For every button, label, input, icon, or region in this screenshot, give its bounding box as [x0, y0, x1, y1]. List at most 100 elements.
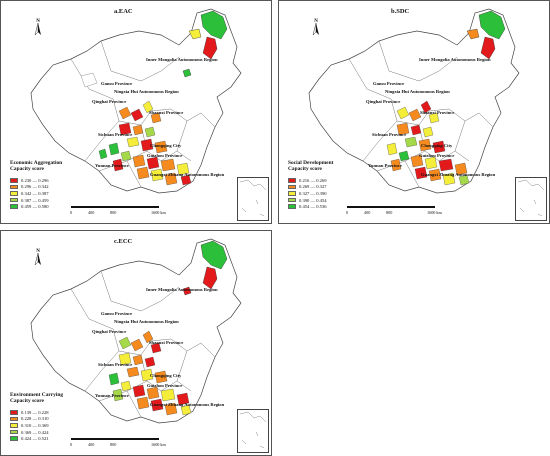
label-ningxia: Ningxia Hui Autonomous Region [385, 89, 450, 94]
legend-swatch [10, 191, 18, 196]
legend-item: 0.342 — 0.387 [10, 190, 49, 197]
scale-tick-0: 0 [70, 442, 73, 447]
legend-range-label: 0.216 — 0.269 [299, 177, 327, 183]
label-ningxia: Ningxia Hui Autonomous Region [114, 89, 179, 94]
label-inner-mongolia: Inner Mongolia Autonomous Region [419, 57, 491, 62]
legend-range-label: 0.139 — 0.228 [21, 409, 49, 415]
north-label: N [314, 19, 318, 24]
label-gansu: Gansu Province [101, 311, 133, 316]
label-chongqing: Chongqing City [150, 143, 182, 148]
label-shaanxi: Shaanxi Province [149, 340, 184, 345]
label-chongqing: Chongqing City [150, 373, 182, 378]
legend-item: 0.269 — 0.327 [288, 184, 327, 191]
legend-swatch [288, 204, 296, 209]
label-chongqing: Chongqing City [421, 143, 453, 148]
label-inner-mongolia: Inner Mongolia Autonomous Region [146, 57, 218, 62]
legend-title-line-1: Economic Aggregation [10, 160, 63, 166]
legend-item: 0.296 — 0.342 [10, 184, 49, 191]
north-arrow-icon: N [34, 249, 41, 266]
scale-tick-800: 800 [110, 210, 117, 215]
legend-item: 0.387 — 0.459 [10, 197, 49, 204]
label-qinghai: Qinghai Province [92, 99, 127, 104]
legend-range-label: 0.454 — 0.536 [299, 204, 327, 210]
legend-swatch [10, 197, 18, 203]
label-yunnan: Yunnan Province [95, 163, 129, 168]
legend-item: 0.369 — 0.424 [10, 429, 49, 436]
legend-swatch [288, 184, 296, 190]
legend-title: Environment Carrying Capacity score [10, 392, 63, 404]
label-qinghai: Qinghai Province [92, 329, 127, 334]
legend-range-label: 0.459 — 0.580 [21, 204, 49, 210]
scale-tick-400: 400 [88, 442, 95, 447]
legend-range-label: 0.296 — 0.342 [21, 184, 49, 190]
scale-bar: 0 400 800 1600 km [346, 206, 442, 218]
legend-item: 0.424 — 0.521 [10, 435, 49, 442]
legend-title-line-1: Environment Carrying [10, 392, 64, 398]
legend-item: 0.216 — 0.269 [288, 177, 327, 184]
south-china-sea-inset [237, 177, 269, 221]
legend-swatch [10, 429, 18, 435]
legend-item: 0.390 — 0.454 [288, 197, 327, 204]
legend-title-line-1: Social Development [288, 160, 334, 166]
legend-title-line-2: Capacity score [10, 398, 44, 405]
legend-item: 0.228 — 0.310 [10, 416, 49, 423]
map-panel-ecc: N c.ECC Inner Mongolia Autonomous Region… [0, 230, 272, 456]
china-map-sdc [308, 8, 520, 194]
label-sichuan: Sichuan Province [372, 132, 407, 137]
label-yunnan: Yunnan Province [95, 393, 129, 398]
label-guangxi: Guangxi Zhuang Autonomous Region [150, 402, 225, 407]
legend-swatch [288, 191, 296, 196]
scale-tick-400: 400 [364, 210, 371, 215]
legend-range-label: 0.327 — 0.390 [299, 190, 327, 196]
label-guizhou: Guizhou Province [419, 153, 455, 158]
scale-tick-400: 400 [88, 210, 95, 215]
scale-tick-800: 800 [386, 210, 393, 215]
label-guangxi: Guangxi Zhuang Autonomous Region [150, 172, 225, 177]
label-gansu: Gansu Province [101, 81, 133, 86]
label-sichuan: Sichuan Province [98, 132, 133, 137]
label-shaanxi: Shaanxi Province [420, 110, 455, 115]
panel-title: c.ECC [114, 238, 133, 245]
label-sichuan: Sichuan Province [98, 362, 133, 367]
china-map-ecc [30, 238, 242, 424]
legend-swatch [10, 416, 18, 422]
legend: 0.139 — 0.228 0.228 — 0.310 0.310 — 0.369 0… [10, 409, 49, 442]
legend-range-label: 0.230 — 0.296 [21, 177, 49, 183]
scale-tick-1600: 1600 km [151, 442, 166, 447]
scale-bar: 0 400 800 1600 km [70, 438, 166, 450]
legend-item: 0.459 — 0.580 [10, 203, 49, 210]
legend-range-label: 0.387 — 0.459 [21, 197, 49, 203]
legend-item: 0.310 — 0.369 [10, 422, 49, 429]
scale-tick-1600: 1600 km [151, 210, 166, 215]
legend-swatch [10, 436, 18, 441]
south-china-sea-inset [237, 409, 269, 453]
map-panel-eac: N a.EAC Inner Mongolia Autonomous Region… [0, 0, 272, 224]
legend-range-label: 0.342 — 0.387 [21, 190, 49, 196]
legend-range-label: 0.369 — 0.424 [21, 429, 49, 435]
legend-item: 0.139 — 0.228 [10, 409, 49, 416]
legend: 0.216 — 0.269 0.269 — 0.327 0.327 — 0.390 0… [288, 177, 327, 210]
legend-title-line-2: Capacity score [288, 166, 322, 173]
legend-title: Economic Aggregation Capacity score [10, 160, 62, 172]
legend-swatch [10, 204, 18, 209]
china-map-eac [30, 8, 242, 194]
label-guizhou: Guizhou Province [147, 153, 183, 158]
legend-range-label: 0.228 — 0.310 [21, 416, 49, 422]
label-yunnan: Yunnan Province [368, 163, 402, 168]
map-panel-sdc: N b.SDC Inner Mongolia Autonomous Region… [278, 0, 550, 224]
scale-bar: 0 400 800 1600 km [70, 206, 166, 218]
north-arrow-icon: N [312, 19, 319, 36]
north-arrow-icon: N [34, 19, 41, 36]
label-shaanxi: Shaanxi Province [149, 110, 184, 115]
label-guangxi: Guangxi Zhuang Autonomous Region [421, 172, 496, 177]
legend-title-line-2: Capacity score [10, 166, 44, 173]
label-qinghai: Qinghai Province [366, 99, 401, 104]
legend-item: 0.454 — 0.536 [288, 203, 327, 210]
legend-swatch [10, 410, 18, 415]
legend-item: 0.230 — 0.296 [10, 177, 49, 184]
legend: 0.230 — 0.296 0.296 — 0.342 0.342 — 0.387 0… [10, 177, 49, 210]
panel-title: b.SDC [391, 8, 410, 15]
legend-swatch [10, 184, 18, 190]
panel-title: a.EAC [114, 8, 133, 15]
scale-tick-1600: 1600 km [427, 210, 442, 215]
